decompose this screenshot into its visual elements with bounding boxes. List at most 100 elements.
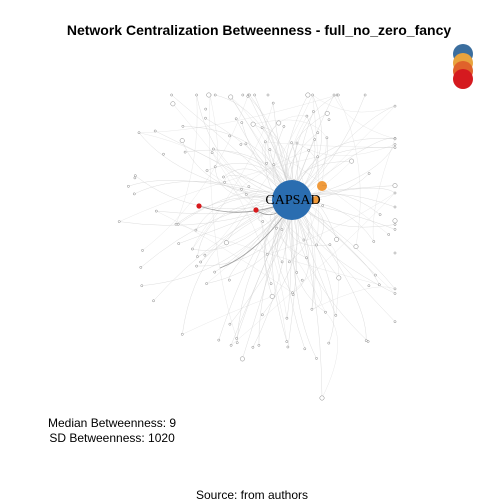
network-node <box>269 282 273 286</box>
network-node <box>285 340 289 343</box>
network-node <box>367 284 371 288</box>
network-node <box>275 226 278 230</box>
orange-node-2 <box>312 196 320 204</box>
network-node <box>177 242 181 245</box>
network-edge <box>287 199 298 348</box>
network-node <box>393 287 397 291</box>
network-node <box>139 266 143 269</box>
network-node <box>280 228 284 231</box>
hub-node <box>272 180 312 220</box>
network-node <box>377 283 381 287</box>
hub-label: CAPSAD <box>265 193 320 208</box>
network-node <box>392 183 398 189</box>
network-node <box>204 107 208 111</box>
network-node <box>328 243 332 247</box>
network-node <box>195 93 198 97</box>
network-node <box>269 293 275 299</box>
network-node <box>251 345 255 349</box>
network-node <box>312 110 315 113</box>
network-edge <box>291 199 396 322</box>
network-node <box>325 136 329 140</box>
network-node <box>266 93 270 97</box>
network-edge <box>269 149 389 235</box>
network-node <box>222 175 225 179</box>
network-node <box>393 143 397 146</box>
network-node <box>117 220 121 223</box>
network-node <box>174 222 178 226</box>
network-node <box>305 256 308 260</box>
network-node <box>229 343 233 347</box>
network-node <box>393 320 397 324</box>
network-node <box>240 121 244 124</box>
network-node <box>393 223 397 226</box>
network-node <box>276 120 282 126</box>
red-node-left <box>196 203 202 209</box>
network-node <box>393 251 397 255</box>
network-node <box>263 140 267 144</box>
network-node <box>315 243 318 247</box>
network-node <box>336 93 340 97</box>
network-edge <box>182 199 293 335</box>
network-node <box>392 218 398 224</box>
network-node <box>378 213 382 216</box>
network-node <box>393 292 397 295</box>
network-node <box>213 165 217 169</box>
network-node <box>153 129 157 133</box>
network-node <box>287 260 291 264</box>
chart-title: Network Centralization Betweenness - ful… <box>66 22 452 38</box>
network-node <box>132 192 136 196</box>
network-edge <box>228 199 293 281</box>
network-edge <box>336 94 361 247</box>
network-node <box>327 341 331 345</box>
network-node <box>260 313 264 317</box>
network-node <box>241 93 245 97</box>
network-node <box>210 151 214 155</box>
network-node <box>246 94 250 98</box>
network-node <box>244 142 248 146</box>
network-edge <box>141 199 293 286</box>
network-node <box>244 193 248 196</box>
network-node <box>271 101 275 105</box>
network-node <box>170 93 173 97</box>
network-node <box>268 148 272 151</box>
network-node <box>235 341 239 345</box>
network-node <box>195 264 198 268</box>
network-edge <box>242 199 293 359</box>
network-node <box>286 345 290 349</box>
network-edge <box>192 150 309 250</box>
network-edge <box>267 192 396 255</box>
network-node <box>305 92 311 98</box>
network-node <box>228 134 232 138</box>
network-node <box>234 117 238 121</box>
network-edge <box>192 103 274 250</box>
network-node <box>250 121 256 127</box>
network-node <box>196 255 199 258</box>
network-edge <box>261 141 295 181</box>
network-edge <box>296 142 396 156</box>
network-edge <box>156 210 293 293</box>
network-edge <box>138 94 338 133</box>
hub-layer: CAPSAD ····· ···· <box>196 180 327 220</box>
network-edge <box>280 116 308 230</box>
legend-red <box>453 69 473 89</box>
network-edge <box>128 180 293 201</box>
network-node <box>213 93 217 97</box>
network-node <box>307 148 311 152</box>
network-node <box>183 150 187 154</box>
network-edge <box>265 115 307 142</box>
network-node <box>315 357 318 360</box>
network-edge <box>230 96 293 201</box>
small-label-1: ····· <box>322 183 327 187</box>
network-node <box>324 310 327 314</box>
network-edge <box>172 103 242 190</box>
network-node <box>194 228 198 232</box>
network-node <box>133 174 137 178</box>
network-edge <box>291 199 335 344</box>
source-caption: Source: from authors <box>195 488 309 502</box>
network-edge <box>258 199 293 346</box>
network-node <box>272 163 276 166</box>
network-node <box>191 247 194 251</box>
network-node <box>179 138 185 144</box>
network-edge <box>155 130 293 201</box>
